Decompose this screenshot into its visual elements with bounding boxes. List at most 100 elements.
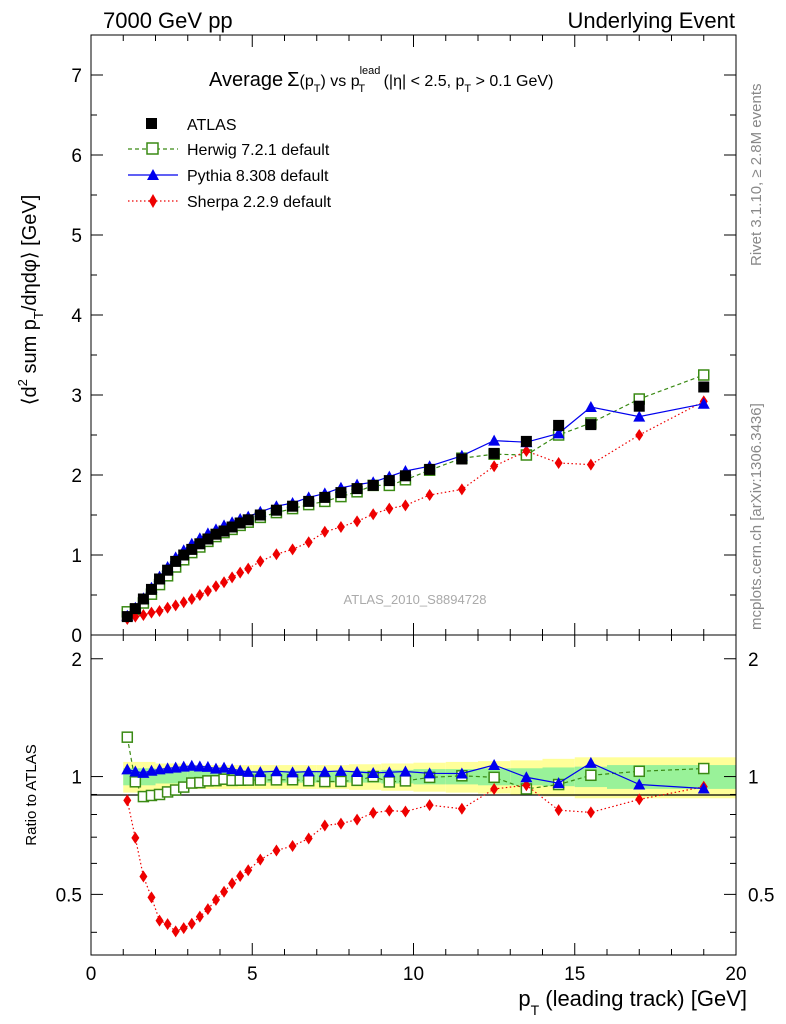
ratio-point-sherpa: [131, 831, 140, 844]
ratio-point-pythia: [242, 765, 255, 777]
ratio-point-sherpa: [163, 918, 172, 931]
title-vs-sub: T: [358, 83, 365, 95]
point-atlas: [186, 543, 198, 555]
y-tick-label-main: 4: [71, 306, 82, 327]
series-line-sherpa: [127, 400, 705, 620]
point-atlas: [218, 525, 230, 537]
legend-label-atlas: ATLAS: [187, 117, 237, 134]
title-cuts-sub: T: [464, 83, 471, 95]
y-tick-label-ratio-right: 1: [748, 768, 759, 789]
point-atlas: [520, 435, 532, 447]
legend-entry-sherpa: Sherpa 2.2.9 default: [128, 194, 332, 211]
point-sherpa: [187, 593, 196, 605]
ratio-point-sherpa: [123, 794, 132, 807]
ratio-line-pythia: [127, 762, 704, 790]
point-atlas: [367, 479, 379, 491]
ratio-point-pythia: [633, 778, 646, 790]
point-sherpa: [457, 483, 466, 496]
point-atlas: [162, 564, 174, 576]
x-tick-label: 10: [403, 964, 424, 985]
ratio-point-pythia: [161, 762, 174, 774]
ratio-point-pythia: [423, 767, 436, 779]
point-pythia: [584, 401, 597, 412]
ratio-point-sherpa: [425, 799, 434, 812]
ratio-point-sherpa: [490, 782, 499, 795]
y-tick-label-main: 2: [71, 466, 82, 487]
legend-marker-atlas: [146, 118, 157, 129]
point-sherpa: [163, 601, 172, 614]
point-atlas: [553, 419, 565, 431]
header-left: 7000 GeV pp: [103, 8, 233, 33]
point-sherpa: [586, 458, 595, 471]
point-atlas: [383, 475, 395, 487]
ylabel-sup: 2: [15, 379, 30, 386]
point-atlas: [399, 470, 411, 482]
point-atlas: [154, 573, 166, 585]
point-sherpa: [635, 429, 644, 441]
ratio-point-sherpa: [211, 893, 220, 906]
ratio-series: [121, 731, 710, 938]
ratio-band-inner: [252, 770, 285, 783]
ratio-point-pythia: [488, 758, 501, 770]
ratio-point-herwig: [302, 774, 315, 787]
legend-marker-herwig: [146, 142, 159, 155]
ylabel-c: /dηdφ⟩ [GeV]: [19, 195, 41, 311]
point-atlas: [129, 603, 141, 615]
y-tick-label-main: 6: [71, 146, 82, 167]
ratio-point-pythia: [226, 763, 239, 775]
title-sigma: Σ: [287, 69, 299, 91]
point-sherpa: [155, 605, 164, 617]
main-series: [121, 369, 710, 625]
point-atlas: [178, 549, 190, 561]
series-atlas-main: [121, 381, 710, 623]
ratio-point-sherpa: [155, 914, 164, 927]
ratio-band-inner: [349, 770, 382, 783]
legend-marker-pythia: [147, 169, 159, 180]
title-vs: vs p: [326, 73, 360, 90]
mcplots-label: mcplots.cern.ch [arXiv:1306.3436]: [748, 403, 765, 630]
point-sherpa: [139, 609, 148, 621]
point-atlas: [633, 400, 645, 412]
point-sherpa: [554, 457, 563, 469]
y-tick-label-main: 0: [71, 626, 82, 647]
ratio-point-sherpa: [320, 819, 329, 832]
ratio-point-sherpa: [586, 806, 595, 819]
rivet-label: Rivet 3.1.10, ≥ 2.8M events: [748, 84, 765, 267]
y-tick-label-main: 1: [71, 546, 82, 567]
ylabel-a: ⟨d: [19, 386, 41, 405]
point-atlas: [488, 447, 500, 459]
ratio-point-sherpa: [187, 917, 196, 930]
ratio-band-inner: [316, 770, 349, 783]
ratio-point-pythia: [169, 761, 182, 773]
ratio-point-pythia: [177, 760, 190, 772]
point-atlas: [335, 487, 347, 499]
point-sherpa: [385, 502, 394, 515]
ratio-point-pythia: [334, 764, 347, 776]
watermark: ATLAS_2010_S8894728: [344, 592, 487, 607]
ratio-point-sherpa: [288, 840, 297, 853]
point-sherpa: [304, 536, 313, 549]
x-tick-label: 0: [86, 964, 97, 985]
point-sherpa: [171, 599, 180, 612]
ratio-point-pythia: [121, 763, 134, 775]
point-sherpa: [522, 445, 531, 457]
legend: ATLAS Herwig 7.2.1 default Pythia 8.308 …: [128, 117, 332, 211]
ratio-band-inner: [284, 770, 317, 783]
title-cuts2: > 0.1 GeV): [471, 73, 553, 90]
ratio-point-sherpa: [147, 891, 156, 904]
point-sherpa: [203, 585, 212, 597]
ylabel-b: sum p: [19, 319, 41, 379]
series-herwig-ratio: [121, 731, 710, 803]
y-tick-label-ratio: 0.5: [56, 885, 82, 906]
ratio-point-pythia: [520, 771, 533, 783]
ratio-point-sherpa: [304, 832, 313, 845]
ratio-point-pythia: [584, 756, 597, 768]
ratio-point-herwig: [383, 776, 396, 788]
point-sherpa: [236, 566, 245, 579]
ratio-point-sherpa: [220, 885, 229, 898]
ratio-point-sherpa: [635, 793, 644, 806]
point-atlas: [303, 495, 315, 507]
point-sherpa: [425, 489, 434, 501]
point-sherpa: [256, 555, 265, 568]
title-arg-close: ): [320, 73, 325, 90]
